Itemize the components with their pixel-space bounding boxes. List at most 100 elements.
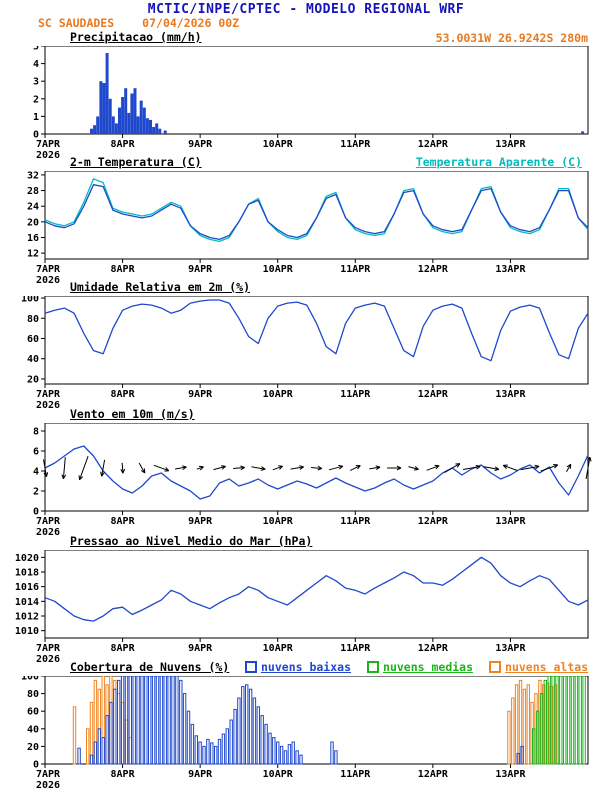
y-tick-label: 4 xyxy=(33,59,39,70)
x-tick-label: 7APR xyxy=(36,389,61,400)
y-tick-label: 5 xyxy=(33,46,39,53)
cloud-legend: nuvens baixas nuvens medias nuvens altas xyxy=(245,660,588,674)
x-tick-label: 8APR xyxy=(111,516,136,527)
y-tick-label: 60 xyxy=(27,707,39,718)
y-tick-label: 12 xyxy=(27,249,39,260)
y-axis: 20 40 60 80 100 xyxy=(21,296,45,385)
legend-swatch-icon xyxy=(367,661,380,673)
y-tick-label: 2 xyxy=(33,487,39,498)
legend-label: nuvens altas xyxy=(505,660,589,674)
y-tick-label: 40 xyxy=(27,354,39,365)
x-tick-label: 11APR xyxy=(340,643,371,654)
y-tick-label: 28 xyxy=(27,186,39,197)
x-tick-label: 8APR xyxy=(111,643,136,654)
legend-label: nuvens baixas xyxy=(261,660,352,674)
x-tick-label: 8APR xyxy=(111,264,136,275)
legend-item-nuvens-medias: nuvens medias xyxy=(367,660,473,674)
y-tick-label: 20 xyxy=(27,742,39,753)
x-tick-label: 8APR xyxy=(111,389,136,400)
run-datetime: 07/04/2026 00Z xyxy=(142,16,240,30)
y-tick-label: 80 xyxy=(27,314,39,325)
x-tick-label: 10APR xyxy=(263,769,294,780)
vento-velocidade-series xyxy=(44,445,589,500)
x-tick-label: 9APR xyxy=(188,139,213,150)
y-axis: 0 1 2 3 4 5 xyxy=(33,46,45,141)
y-tick-label: 1010 xyxy=(15,626,39,637)
x-year-label: 2026 xyxy=(36,654,60,665)
x-tick-label: 13APR xyxy=(495,264,526,275)
y-tick-label: 24 xyxy=(27,202,39,213)
y-tick-label: 1018 xyxy=(15,568,39,579)
x-tick-label: 9APR xyxy=(188,643,213,654)
x-tick-label: 12APR xyxy=(418,769,449,780)
y-axis: 0 20 40 60 80 100 xyxy=(21,676,45,771)
y-tick-label: 8 xyxy=(33,427,39,438)
panel-title-row-pressao: Pressao ao Nivel Medio do Mar (hPa) xyxy=(0,534,612,549)
y-tick-label: 6 xyxy=(33,447,39,458)
plot-frame xyxy=(44,171,589,260)
panel-title-row-vento: Vento em 10m (m/s) xyxy=(0,407,612,422)
x-tick-label: 11APR xyxy=(340,264,371,275)
y-tick-label: 4 xyxy=(33,467,39,478)
nuvens-medias-series xyxy=(532,676,586,765)
nuvens-baixas-series xyxy=(77,676,524,765)
x-tick-label: 10APR xyxy=(263,516,294,527)
y-tick-label: 80 xyxy=(27,689,39,700)
x-tick-label: 9APR xyxy=(188,769,213,780)
legend-swatch-icon xyxy=(245,661,257,673)
x-year-label: 2026 xyxy=(36,400,60,411)
x-tick-label: 12APR xyxy=(418,516,449,527)
x-tick-label: 10APR xyxy=(263,139,294,150)
plot-frame xyxy=(44,46,589,135)
x-tick-label: 9APR xyxy=(188,516,213,527)
panel-title-temperatura: 2-m Temperatura (C) xyxy=(70,155,202,169)
panel-title-vento: Vento em 10m (m/s) xyxy=(70,407,195,421)
plot-frame xyxy=(44,676,589,765)
panel-title-row-umidade: Umidade Relativa em 2m (%) xyxy=(0,280,612,295)
x-tick-label: 12APR xyxy=(418,264,449,275)
panel-title-row-nuvens: Cobertura de Nuvens (%) nuvens baixas nuve… xyxy=(0,660,612,675)
x-year-label: 2026 xyxy=(36,275,60,286)
y-tick-label: 100 xyxy=(21,676,39,683)
station-coordinates: 53.0031W 26.9242S 280m xyxy=(435,31,588,45)
y-tick-label: 60 xyxy=(27,334,39,345)
precipitacao-series xyxy=(90,53,585,134)
x-tick-label: 11APR xyxy=(340,516,371,527)
x-tick-label: 13APR xyxy=(495,643,526,654)
x-year-label: 2026 xyxy=(36,527,60,538)
y-tick-label: 16 xyxy=(27,233,39,244)
legend-label: nuvens medias xyxy=(383,660,474,674)
x-tick-label: 7APR xyxy=(36,643,61,654)
y-axis: 1010 1012 1014 1016 1018 1020 xyxy=(15,553,45,637)
page-title: MCTIC/INPE/CPTEC - MODELO REGIONAL WRF xyxy=(147,2,465,17)
panel-title-umidade: Umidade Relativa em 2m (%) xyxy=(70,280,251,294)
x-tick-label: 8APR xyxy=(111,139,136,150)
x-tick-label: 13APR xyxy=(495,769,526,780)
y-tick-label: 20 xyxy=(27,374,39,385)
x-tick-label: 11APR xyxy=(340,389,371,400)
x-tick-label: 7APR xyxy=(36,769,61,780)
run-info-row: SC SAUDADES 07/04/2026 00Z xyxy=(38,16,239,30)
vento-vetores-arrows xyxy=(43,456,592,481)
station-name: SC SAUDADES xyxy=(38,16,115,30)
y-tick-label: 2 xyxy=(33,94,39,105)
y-tick-label: 1012 xyxy=(15,612,39,623)
y-tick-label: 0 xyxy=(33,760,39,771)
x-tick-label: 10APR xyxy=(263,643,294,654)
x-tick-label: 8APR xyxy=(111,769,136,780)
x-tick-label: 12APR xyxy=(418,389,449,400)
panel-title-precipitacao: Precipitacao (mm/h) xyxy=(70,30,202,44)
y-tick-label: 0 xyxy=(33,507,39,518)
y-tick-label: 40 xyxy=(27,724,39,735)
x-year-label: 2026 xyxy=(36,780,60,791)
plot-frame xyxy=(44,550,589,639)
